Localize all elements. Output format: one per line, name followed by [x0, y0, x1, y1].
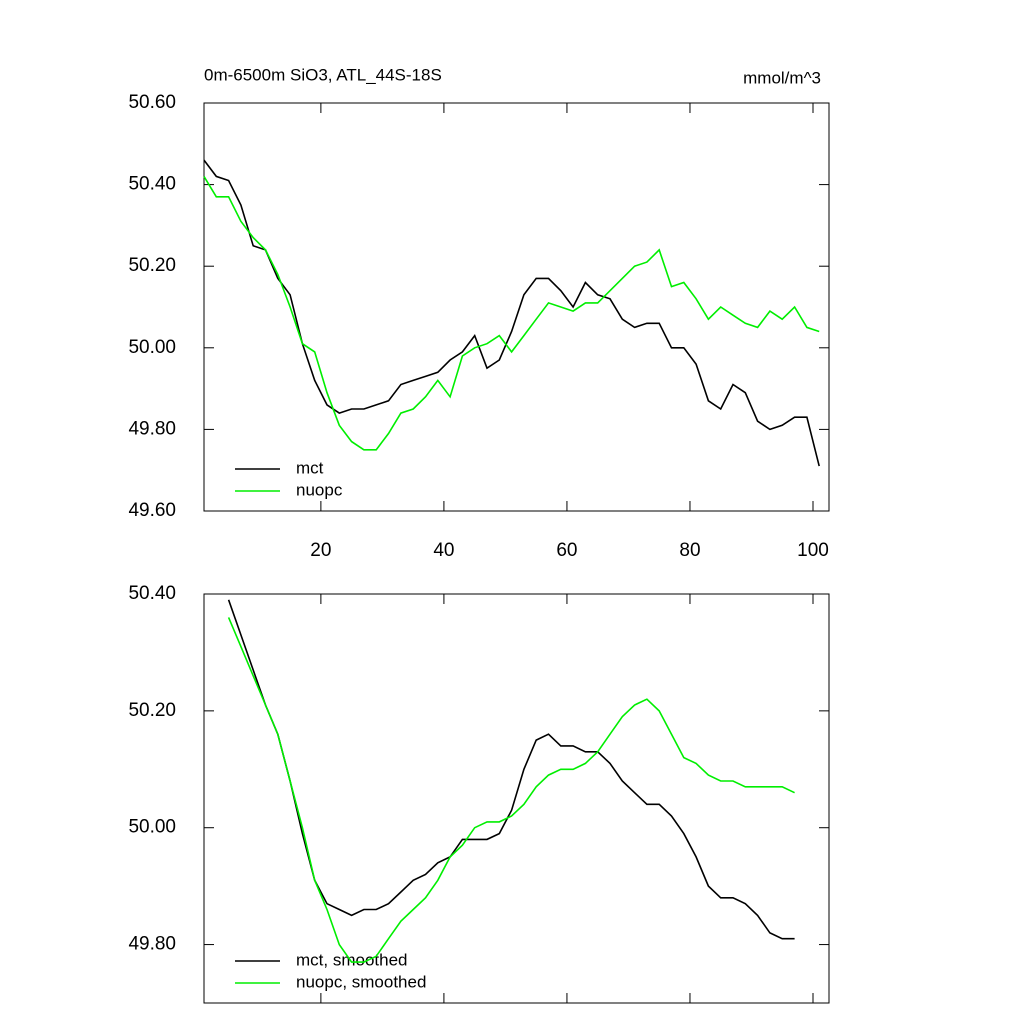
legend-label: mct [296, 458, 324, 477]
legend-label: mct, smoothed [296, 950, 408, 969]
y-tick-label: 50.00 [128, 817, 176, 838]
legend-label: nuopc, smoothed [296, 972, 426, 991]
plot-frame [203, 102, 830, 512]
units-label: mmol/m^3 [743, 68, 821, 87]
y-tick-label: 50.00 [128, 337, 176, 358]
y-tick-label: 50.40 [128, 174, 176, 195]
chart-title: 0m-6500m SiO3, ATL_44S-18S [204, 65, 442, 84]
data-line [227, 617, 795, 963]
y-tick-label: 49.80 [128, 934, 176, 955]
y-tick-label: 50.60 [128, 92, 176, 113]
x-tick-label: 40 [433, 540, 454, 561]
data-line [203, 175, 820, 451]
plot-frame [203, 593, 830, 1004]
y-tick-label: 49.60 [128, 500, 176, 521]
data-line [227, 599, 795, 940]
x-tick-label: 80 [679, 540, 700, 561]
y-tick-label: 49.80 [128, 418, 176, 439]
x-tick-label: 60 [556, 540, 577, 561]
legend-label: nuopc [296, 480, 343, 499]
y-tick-label: 50.40 [128, 583, 176, 604]
data-line [203, 159, 820, 467]
y-tick-label: 50.20 [128, 700, 176, 721]
x-tick-label: 20 [310, 540, 331, 561]
x-tick-label: 100 [797, 540, 829, 561]
y-tick-label: 50.20 [128, 255, 176, 276]
